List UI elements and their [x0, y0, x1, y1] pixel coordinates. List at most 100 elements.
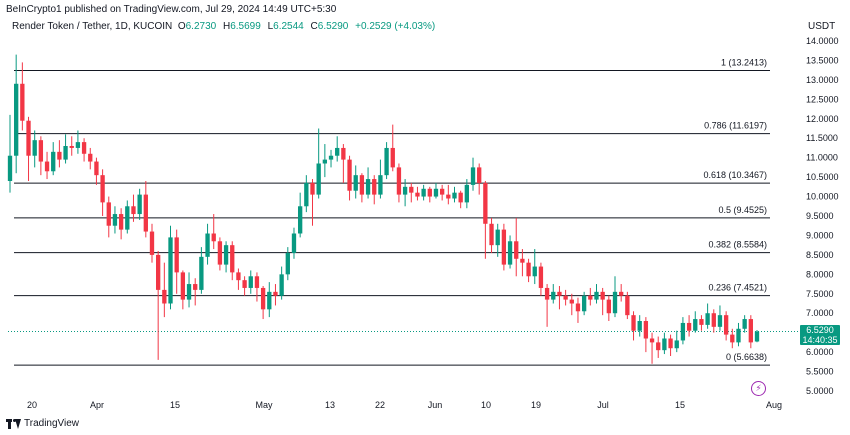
candle[interactable]: [748, 315, 753, 349]
candle[interactable]: [310, 179, 315, 226]
candle[interactable]: [551, 284, 556, 304]
candle[interactable]: [717, 305, 723, 331]
candle[interactable]: [174, 229, 179, 294]
candle[interactable]: [273, 284, 278, 306]
candle[interactable]: [390, 124, 395, 172]
candle[interactable]: [63, 134, 68, 164]
candle[interactable]: [44, 151, 50, 180]
candle[interactable]: [699, 315, 704, 331]
candle[interactable]: [569, 293, 574, 316]
candle[interactable]: [267, 282, 272, 318]
currency-label[interactable]: USDT: [808, 21, 836, 32]
candle[interactable]: [51, 142, 56, 176]
candle[interactable]: [94, 157, 99, 185]
candle[interactable]: [693, 311, 698, 333]
candle[interactable]: [353, 165, 358, 199]
candle[interactable]: [112, 206, 118, 234]
candle[interactable]: [637, 315, 642, 337]
candle[interactable]: [575, 297, 581, 323]
candle[interactable]: [162, 262, 167, 318]
candle[interactable]: [606, 295, 611, 321]
candle[interactable]: [211, 214, 216, 250]
candle[interactable]: [186, 272, 192, 308]
candle[interactable]: [32, 130, 37, 168]
candle[interactable]: [631, 311, 636, 341]
candle[interactable]: [396, 163, 402, 203]
symbol-name[interactable]: Render Token / Tether, 1D, KUCOIN: [12, 21, 173, 32]
candle[interactable]: [75, 130, 81, 154]
candle[interactable]: [730, 328, 735, 349]
candle[interactable]: [581, 291, 587, 316]
candle[interactable]: [347, 155, 352, 201]
candle[interactable]: [149, 223, 155, 263]
candle[interactable]: [532, 249, 537, 285]
candle[interactable]: [316, 128, 321, 199]
candle[interactable]: [205, 223, 210, 265]
candle[interactable]: [20, 62, 25, 131]
candle[interactable]: [656, 336, 661, 358]
candle[interactable]: [649, 332, 655, 364]
candle[interactable]: [260, 286, 266, 320]
candle[interactable]: [291, 227, 297, 259]
candle[interactable]: [57, 140, 62, 168]
candle[interactable]: [446, 184, 451, 205]
candle[interactable]: [409, 182, 414, 203]
candle[interactable]: [723, 311, 729, 341]
candle[interactable]: [686, 315, 692, 337]
candle[interactable]: [131, 194, 136, 222]
candle[interactable]: [415, 186, 420, 201]
candle[interactable]: [359, 173, 365, 203]
candle[interactable]: [118, 208, 124, 240]
candle[interactable]: [254, 272, 260, 302]
candle[interactable]: [106, 196, 111, 238]
candle[interactable]: [600, 287, 605, 316]
candle[interactable]: [402, 179, 408, 207]
candle[interactable]: [612, 276, 618, 318]
candle[interactable]: [668, 334, 673, 356]
tradingview-branding[interactable]: TradingView: [6, 418, 79, 429]
candle[interactable]: [125, 200, 130, 234]
candle[interactable]: [452, 186, 457, 203]
candle[interactable]: [242, 276, 247, 296]
candle[interactable]: [38, 136, 44, 176]
candle[interactable]: [14, 54, 19, 174]
candle[interactable]: [680, 317, 686, 345]
candle[interactable]: [279, 266, 284, 300]
candle[interactable]: [285, 247, 290, 281]
candle[interactable]: [495, 223, 500, 257]
candle[interactable]: [625, 291, 630, 320]
candle[interactable]: [322, 144, 328, 178]
candle[interactable]: [501, 223, 507, 271]
candle[interactable]: [742, 315, 747, 333]
candle[interactable]: [433, 182, 439, 199]
candle[interactable]: [335, 136, 340, 162]
candle[interactable]: [248, 270, 253, 294]
candle[interactable]: [754, 329, 760, 343]
candle[interactable]: [137, 188, 142, 220]
candle[interactable]: [439, 184, 445, 201]
candle[interactable]: [563, 289, 568, 306]
candle[interactable]: [223, 241, 229, 273]
candle[interactable]: [297, 192, 303, 238]
flash-icon[interactable]: ⚡: [751, 381, 766, 396]
candle[interactable]: [483, 181, 488, 259]
candle[interactable]: [507, 235, 513, 269]
candle[interactable]: [736, 322, 741, 347]
candle[interactable]: [193, 278, 198, 306]
candle[interactable]: [26, 116, 31, 181]
candle[interactable]: [458, 190, 463, 209]
candle[interactable]: [81, 138, 87, 162]
candle[interactable]: [421, 184, 426, 201]
candle[interactable]: [230, 241, 235, 281]
candle[interactable]: [100, 169, 105, 216]
candle[interactable]: [544, 284, 550, 327]
candle[interactable]: [304, 175, 309, 213]
candle[interactable]: [7, 114, 13, 193]
candle[interactable]: [384, 142, 389, 180]
candle[interactable]: [489, 217, 494, 253]
candle[interactable]: [427, 186, 432, 203]
candle[interactable]: [619, 284, 624, 302]
candle[interactable]: [372, 175, 377, 205]
candle[interactable]: [199, 247, 204, 294]
candle[interactable]: [711, 309, 716, 333]
